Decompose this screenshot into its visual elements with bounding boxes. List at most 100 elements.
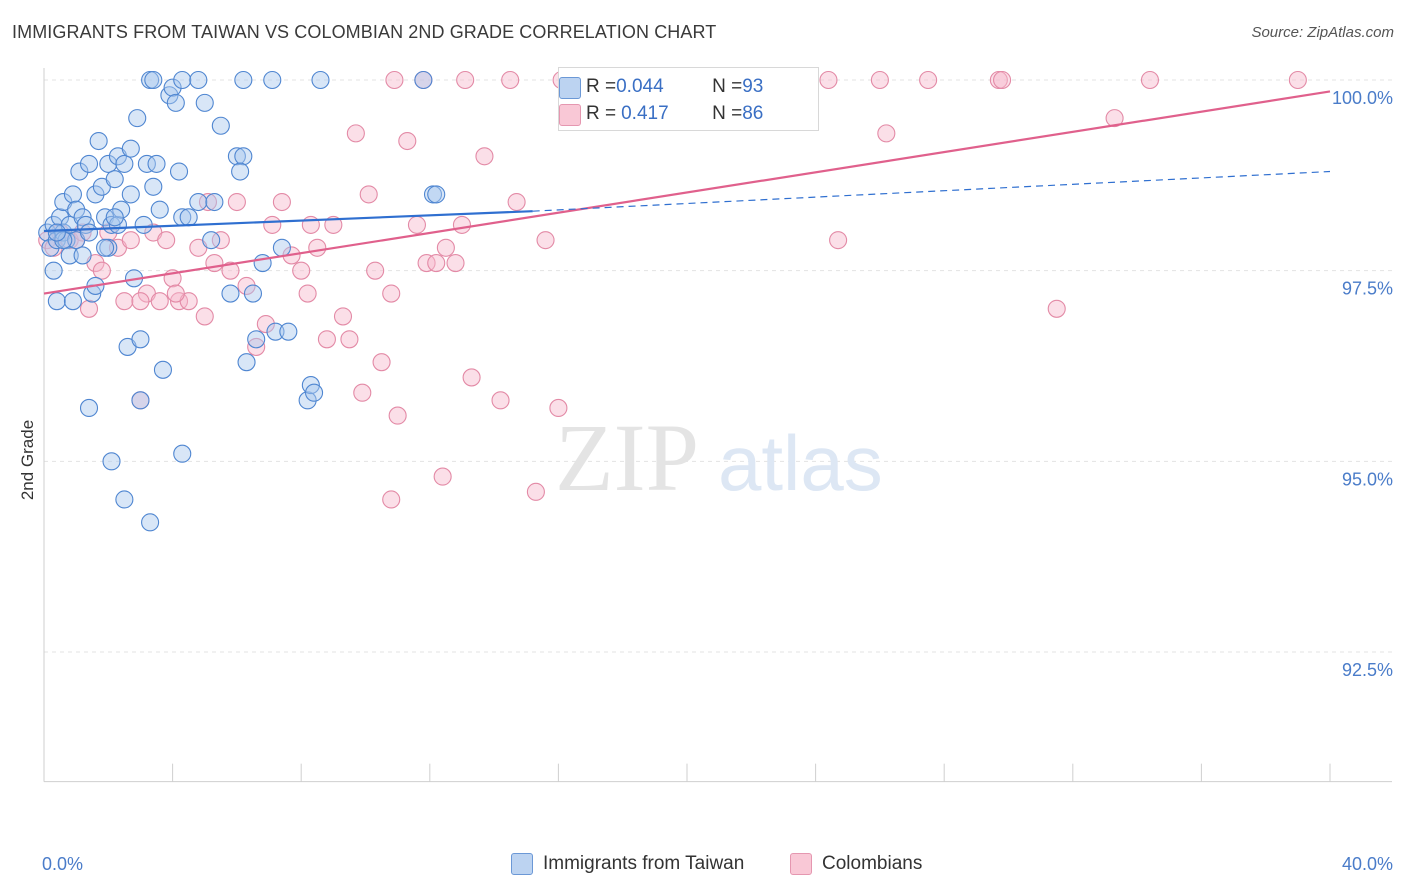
taiwan-point: [79, 223, 99, 242]
colombians-point: [298, 284, 317, 303]
colombians-point: [92, 261, 111, 280]
taiwan-point: [153, 360, 173, 379]
colombians-point: [333, 307, 353, 326]
taiwan-point: [173, 444, 192, 463]
legend-n-value: 93: [742, 76, 764, 97]
colombians-point: [462, 368, 481, 387]
legend-row-taiwan: R = 0.044 N = 93: [559, 74, 764, 100]
taiwan-point: [105, 170, 124, 189]
taiwan-point: [137, 154, 156, 173]
taiwan-point: [63, 185, 82, 204]
colombians-point: [829, 231, 848, 250]
taiwan-point: [263, 70, 282, 90]
taiwan-point: [47, 292, 66, 311]
colombians-point: [993, 70, 1012, 90]
taiwan-point: [205, 192, 224, 212]
colombians-point: [501, 70, 520, 90]
colombians-swatch: [790, 853, 812, 875]
colombians-point: [407, 215, 426, 234]
taiwan-point: [70, 162, 89, 181]
colombians-point: [549, 398, 568, 417]
taiwan-point: [121, 139, 140, 158]
y-tick-label: 92.5%: [1342, 660, 1393, 680]
colombians-point: [475, 147, 494, 166]
colombians-point: [1105, 109, 1124, 128]
legend-r-value: 0.417: [621, 103, 669, 124]
colombians-point: [385, 70, 404, 90]
x-tick-label: 0.0%: [42, 854, 83, 874]
colombians-point: [388, 406, 407, 425]
colombians-point: [237, 276, 256, 295]
taiwan-swatch: [559, 77, 581, 99]
taiwan-point: [141, 513, 160, 532]
colombians-point: [427, 253, 446, 273]
colombians-point: [198, 192, 218, 212]
colombians-point: [1140, 70, 1160, 90]
legend-n-value: 86: [742, 103, 764, 124]
colombians-point: [366, 261, 385, 280]
colombians-point: [877, 124, 896, 143]
taiwan-point: [234, 147, 253, 166]
legend-r-label: R =: [586, 76, 617, 97]
taiwan-point: [266, 322, 285, 341]
taiwan-point: [115, 490, 134, 509]
taiwan-swatch: [511, 853, 533, 875]
taiwan-point: [51, 208, 70, 227]
taiwan-point: [60, 246, 79, 265]
colombians-point: [211, 231, 230, 250]
colombians-point: [436, 238, 455, 257]
taiwan-point: [44, 261, 63, 280]
legend-row-colombians: R = 0.417 N = 86: [559, 101, 764, 127]
watermark-atlas: atlas: [718, 419, 883, 507]
colombians-point: [507, 192, 526, 212]
taiwan-point: [231, 162, 250, 181]
taiwan-point: [195, 93, 214, 112]
y-tick-label: 97.5%: [1342, 279, 1393, 299]
correlation-legend: R = 0.044 N = 93 R = 0.417 N = 86: [558, 67, 819, 131]
taiwan-point: [96, 238, 115, 257]
taiwan-point: [237, 353, 256, 372]
bottom-legend-colombians: Colombians: [790, 852, 922, 876]
colombians-point: [121, 231, 140, 250]
taiwan-point: [131, 330, 150, 349]
taiwan-point: [166, 93, 185, 112]
taiwan-point: [115, 154, 134, 173]
colombians-point: [382, 284, 401, 303]
taiwan-point: [63, 292, 82, 311]
taiwan-point: [99, 154, 118, 173]
taiwan-point: [227, 147, 246, 166]
taiwan-point: [131, 391, 150, 410]
colombians-point: [131, 292, 150, 311]
colombians-point: [456, 70, 475, 90]
colombians-point: [308, 238, 327, 257]
colombians-point: [372, 353, 391, 372]
colombians-point: [157, 231, 176, 250]
colombians-point: [1288, 70, 1307, 90]
y-tick-label: 100.0%: [1332, 88, 1393, 108]
colombians-point: [317, 330, 336, 349]
taiwan-point: [247, 330, 266, 349]
taiwan-point: [67, 200, 86, 219]
taiwan-point: [121, 185, 140, 204]
colombians-point: [346, 124, 365, 143]
colombians-point: [272, 192, 291, 212]
taiwan-point: [189, 70, 208, 90]
colombians-point: [1047, 299, 1066, 318]
taiwan-point: [128, 109, 147, 128]
colombians-point: [353, 383, 372, 402]
colombians-point: [417, 253, 436, 273]
colombians-trend-line: [43, 90, 1331, 295]
taiwan-trend-extension: [532, 170, 1331, 212]
bottom-legend-colombians-label: Colombians: [822, 853, 923, 874]
colombians-point: [324, 215, 343, 234]
taiwan-point: [272, 238, 291, 257]
taiwan-point: [38, 223, 57, 242]
chart-title: IMMIGRANTS FROM TAIWAN VS COLOMBIAN 2ND …: [12, 22, 717, 42]
colombians-point: [491, 391, 510, 410]
legend-n-label: N =: [712, 76, 743, 97]
colombians-point: [526, 482, 545, 501]
colombians-point: [115, 292, 134, 311]
colombians-point: [870, 70, 889, 90]
taiwan-point: [211, 116, 230, 135]
